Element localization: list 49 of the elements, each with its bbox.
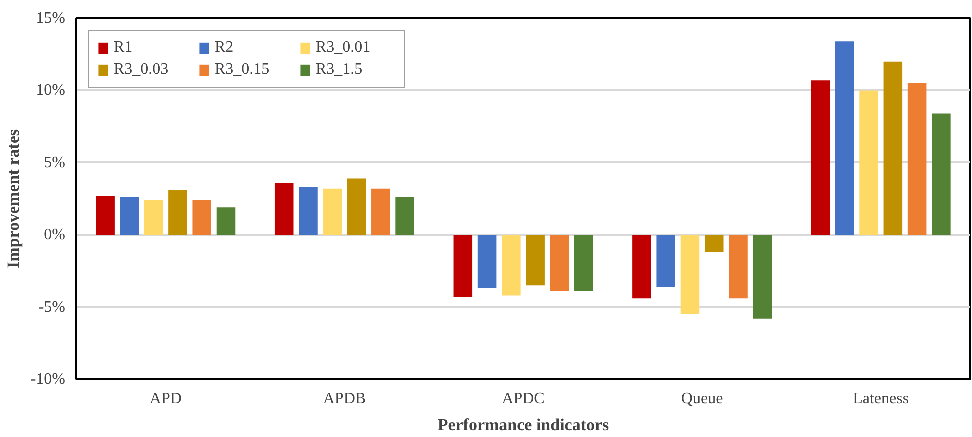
bar — [836, 42, 854, 236]
x-tick-label: APD — [150, 390, 182, 408]
bar — [372, 188, 390, 236]
x-tick-label: Queue — [681, 390, 724, 408]
bar — [478, 235, 497, 289]
x-tick-label: APDB — [323, 390, 366, 408]
bar — [526, 235, 545, 286]
legend-label: R3_1.5 — [316, 61, 364, 79]
legend-label: R3_0.15 — [215, 61, 271, 79]
bar — [574, 235, 594, 292]
legend-label: R1 — [114, 39, 134, 57]
bar — [502, 235, 521, 296]
x-tick-label: Lateness — [853, 390, 910, 408]
bar — [704, 235, 724, 252]
bar — [144, 200, 164, 236]
bar — [347, 178, 366, 236]
bar — [96, 196, 115, 236]
y-tick-label: -10% — [30, 371, 66, 388]
y-tick-label: 10% — [36, 82, 66, 100]
bar — [753, 235, 772, 319]
legend-label: R3_0.01 — [316, 39, 372, 57]
y-tick-label: 0% — [44, 226, 66, 244]
bar — [168, 190, 188, 236]
bar — [908, 83, 927, 236]
y-tick-label: -5% — [38, 298, 66, 316]
legend-label: R3_0.03 — [114, 61, 170, 79]
bar — [656, 235, 676, 288]
bar — [729, 235, 748, 299]
y-tick-label: 5% — [44, 154, 66, 172]
x-tick-label: APDC — [502, 390, 545, 408]
bar — [860, 90, 878, 236]
y-tick-label: 15% — [36, 10, 66, 27]
bar — [632, 235, 652, 299]
bar — [192, 200, 212, 236]
bar — [932, 114, 951, 236]
bar — [884, 62, 903, 236]
bar — [811, 80, 830, 236]
bar — [550, 235, 570, 292]
bar — [216, 208, 236, 236]
bar — [396, 198, 414, 236]
x-axis-title: Performance indicators — [438, 416, 610, 434]
bar — [323, 188, 342, 236]
bar — [454, 235, 473, 298]
y-axis-title: Improvement rates — [4, 129, 23, 268]
bar — [274, 183, 294, 236]
bar — [680, 235, 700, 315]
bar — [299, 187, 318, 236]
legend-label: R2 — [215, 39, 235, 57]
bar — [120, 198, 140, 236]
